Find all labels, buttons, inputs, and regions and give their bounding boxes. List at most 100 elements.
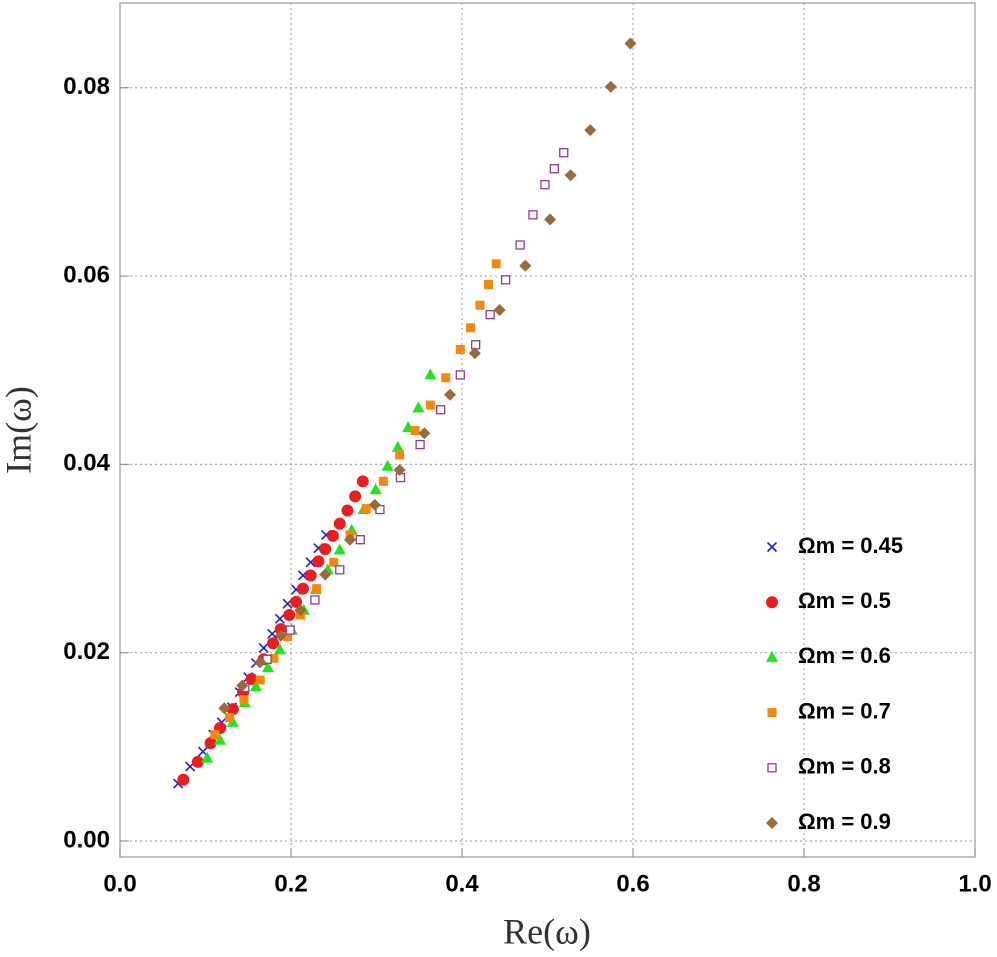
point (267, 637, 280, 650)
legend-label: Ωm = 0.7 (798, 698, 891, 723)
point (468, 347, 481, 360)
point (391, 440, 404, 452)
point (528, 210, 538, 220)
point (493, 303, 506, 316)
y-tick-label: 0.04 (63, 450, 110, 477)
point (273, 643, 286, 655)
x-tick-label: 0.2 (274, 870, 307, 897)
point (412, 401, 425, 413)
point (415, 439, 425, 450)
point (584, 124, 597, 137)
point (381, 459, 394, 471)
point (335, 565, 345, 575)
point (491, 259, 501, 269)
point (239, 695, 249, 705)
point (294, 604, 307, 617)
point (393, 464, 406, 477)
point (549, 164, 559, 174)
point (201, 751, 214, 763)
point (254, 656, 267, 669)
point (261, 661, 274, 673)
legend-label: Ωm = 0.8 (798, 754, 891, 779)
legend-label: Ωm = 0.6 (798, 643, 891, 668)
x-tick-label: 1.0 (958, 870, 991, 897)
point (515, 240, 525, 250)
point (326, 529, 339, 542)
point (484, 280, 494, 290)
point (624, 37, 637, 50)
point (564, 169, 577, 182)
y-tick-label: 0.08 (63, 73, 110, 100)
point (312, 584, 322, 594)
point (258, 642, 269, 654)
point (466, 323, 476, 333)
point (304, 569, 317, 582)
point (269, 653, 279, 663)
point (425, 400, 435, 410)
legend-marker (766, 596, 778, 609)
point (310, 595, 320, 605)
point (475, 300, 485, 310)
y-axis-label: Im(ω) (0, 386, 38, 474)
legend-label: Ωm = 0.45 (798, 533, 903, 558)
point (218, 702, 231, 715)
point (519, 259, 532, 272)
point (329, 557, 339, 567)
x-axis-label: Re(ω) (503, 911, 591, 951)
point (455, 344, 465, 354)
point (395, 450, 405, 460)
point (500, 275, 511, 285)
point (349, 490, 362, 503)
point (204, 737, 217, 750)
point (559, 148, 569, 158)
point (410, 425, 420, 435)
legend-marker (766, 817, 778, 829)
x-tick-label: 0.8 (787, 870, 820, 897)
point (341, 504, 354, 517)
legend-label: Ωm = 0.5 (798, 588, 891, 613)
point (369, 483, 382, 495)
point (471, 340, 481, 350)
point (355, 535, 365, 545)
point (283, 632, 293, 642)
x-tick-label: 0.6 (616, 870, 649, 897)
legend-marker (767, 763, 777, 773)
point (274, 623, 287, 636)
point (441, 373, 451, 383)
point (361, 504, 371, 514)
point (236, 679, 249, 692)
point (540, 180, 550, 190)
point (274, 613, 285, 624)
point (285, 625, 295, 635)
point (368, 498, 381, 511)
point (319, 543, 332, 556)
plot-frame (119, 2, 976, 858)
point (333, 543, 346, 555)
point (283, 609, 296, 622)
point (226, 703, 239, 716)
point (274, 629, 287, 642)
y-tick-label: 0.02 (63, 638, 110, 665)
point (224, 713, 234, 723)
point (191, 755, 204, 768)
legend-marker (766, 541, 778, 553)
y-tick-label: 0.00 (63, 826, 110, 853)
point (356, 475, 369, 488)
point (249, 680, 262, 692)
point (455, 370, 465, 380)
point (312, 555, 325, 568)
point (333, 517, 346, 530)
point (319, 568, 332, 581)
point (214, 733, 227, 745)
point (604, 80, 617, 93)
point (378, 476, 388, 486)
point (418, 427, 431, 440)
x-tick-label: 0.4 (445, 870, 479, 897)
point (485, 310, 495, 320)
point (177, 773, 190, 786)
point (444, 388, 457, 401)
point (255, 675, 265, 685)
point (210, 730, 220, 740)
point (435, 405, 446, 415)
